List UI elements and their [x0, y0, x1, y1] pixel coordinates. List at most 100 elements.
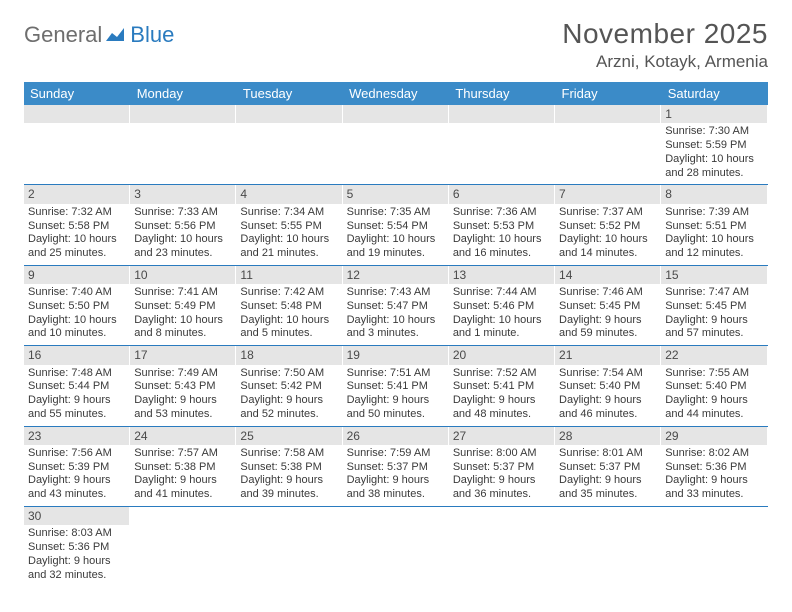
day-details: Sunrise: 7:36 AMSunset: 5:53 PMDaylight:… — [449, 204, 554, 265]
calendar-row: 9Sunrise: 7:40 AMSunset: 5:50 PMDaylight… — [24, 265, 768, 345]
day-details: Sunrise: 7:34 AMSunset: 5:55 PMDaylight:… — [236, 204, 341, 265]
day-number: 16 — [24, 346, 129, 364]
calendar-cell — [130, 105, 236, 185]
calendar-cell — [236, 105, 342, 185]
day-number: 3 — [130, 185, 235, 203]
day-number: 19 — [343, 346, 448, 364]
calendar-row: 16Sunrise: 7:48 AMSunset: 5:44 PMDayligh… — [24, 346, 768, 426]
calendar-cell: 18Sunrise: 7:50 AMSunset: 5:42 PMDayligh… — [236, 346, 342, 426]
calendar-cell — [449, 506, 555, 586]
day-number: 23 — [24, 427, 129, 445]
calendar-cell: 14Sunrise: 7:46 AMSunset: 5:45 PMDayligh… — [555, 265, 661, 345]
calendar-row: 1Sunrise: 7:30 AMSunset: 5:59 PMDaylight… — [24, 105, 768, 185]
calendar-cell — [555, 105, 661, 185]
calendar-cell: 25Sunrise: 7:58 AMSunset: 5:38 PMDayligh… — [236, 426, 342, 506]
calendar-row: 2Sunrise: 7:32 AMSunset: 5:58 PMDaylight… — [24, 185, 768, 265]
day-number: 17 — [130, 346, 235, 364]
calendar-cell — [449, 105, 555, 185]
day-number: 5 — [343, 185, 448, 203]
day-number: 8 — [661, 185, 766, 203]
calendar-cell: 1Sunrise: 7:30 AMSunset: 5:59 PMDaylight… — [661, 105, 767, 185]
day-details: Sunrise: 8:02 AMSunset: 5:36 PMDaylight:… — [661, 445, 766, 506]
day-details: Sunrise: 7:56 AMSunset: 5:39 PMDaylight:… — [24, 445, 129, 506]
day-details: Sunrise: 7:47 AMSunset: 5:45 PMDaylight:… — [661, 284, 766, 345]
calendar-cell: 26Sunrise: 7:59 AMSunset: 5:37 PMDayligh… — [343, 426, 449, 506]
day-header: Wednesday — [343, 82, 449, 105]
day-header: Saturday — [661, 82, 767, 105]
calendar-cell: 4Sunrise: 7:34 AMSunset: 5:55 PMDaylight… — [236, 185, 342, 265]
day-header: Friday — [555, 82, 661, 105]
calendar-cell: 3Sunrise: 7:33 AMSunset: 5:56 PMDaylight… — [130, 185, 236, 265]
month-title: November 2025 — [562, 18, 768, 50]
calendar-cell: 9Sunrise: 7:40 AMSunset: 5:50 PMDaylight… — [24, 265, 130, 345]
day-details: Sunrise: 7:48 AMSunset: 5:44 PMDaylight:… — [24, 365, 129, 426]
day-details: Sunrise: 7:39 AMSunset: 5:51 PMDaylight:… — [661, 204, 766, 265]
calendar-cell — [24, 105, 130, 185]
day-details: Sunrise: 7:42 AMSunset: 5:48 PMDaylight:… — [236, 284, 341, 345]
day-header: Thursday — [449, 82, 555, 105]
day-details: Sunrise: 7:57 AMSunset: 5:38 PMDaylight:… — [130, 445, 235, 506]
calendar-cell: 29Sunrise: 8:02 AMSunset: 5:36 PMDayligh… — [661, 426, 767, 506]
calendar-cell: 2Sunrise: 7:32 AMSunset: 5:58 PMDaylight… — [24, 185, 130, 265]
calendar-cell: 10Sunrise: 7:41 AMSunset: 5:49 PMDayligh… — [130, 265, 236, 345]
day-details: Sunrise: 7:37 AMSunset: 5:52 PMDaylight:… — [555, 204, 660, 265]
day-number: 2 — [24, 185, 129, 203]
day-number: 24 — [130, 427, 235, 445]
logo-word-1: General — [24, 22, 102, 48]
day-details: Sunrise: 8:03 AMSunset: 5:36 PMDaylight:… — [24, 525, 129, 586]
day-details: Sunrise: 7:44 AMSunset: 5:46 PMDaylight:… — [449, 284, 554, 345]
calendar-cell — [343, 105, 449, 185]
calendar-cell: 13Sunrise: 7:44 AMSunset: 5:46 PMDayligh… — [449, 265, 555, 345]
calendar-cell: 19Sunrise: 7:51 AMSunset: 5:41 PMDayligh… — [343, 346, 449, 426]
day-number: 22 — [661, 346, 766, 364]
calendar-cell: 28Sunrise: 8:01 AMSunset: 5:37 PMDayligh… — [555, 426, 661, 506]
day-number: 1 — [661, 105, 766, 123]
day-details: Sunrise: 7:59 AMSunset: 5:37 PMDaylight:… — [343, 445, 448, 506]
day-header: Monday — [130, 82, 236, 105]
day-number-empty — [236, 105, 341, 123]
day-number: 10 — [130, 266, 235, 284]
calendar-cell: 17Sunrise: 7:49 AMSunset: 5:43 PMDayligh… — [130, 346, 236, 426]
day-number-empty — [555, 105, 660, 123]
day-header: Tuesday — [236, 82, 342, 105]
flag-icon — [106, 27, 128, 43]
day-number: 26 — [343, 427, 448, 445]
calendar-cell — [343, 506, 449, 586]
logo: General Blue — [24, 18, 174, 48]
day-details: Sunrise: 7:33 AMSunset: 5:56 PMDaylight:… — [130, 204, 235, 265]
day-number: 30 — [24, 507, 129, 525]
calendar-cell: 16Sunrise: 7:48 AMSunset: 5:44 PMDayligh… — [24, 346, 130, 426]
calendar-cell — [555, 506, 661, 586]
day-details: Sunrise: 8:00 AMSunset: 5:37 PMDaylight:… — [449, 445, 554, 506]
day-number: 29 — [661, 427, 766, 445]
day-number-empty — [343, 105, 448, 123]
calendar-cell: 20Sunrise: 7:52 AMSunset: 5:41 PMDayligh… — [449, 346, 555, 426]
day-number: 25 — [236, 427, 341, 445]
calendar-row: 30Sunrise: 8:03 AMSunset: 5:36 PMDayligh… — [24, 506, 768, 586]
day-number: 20 — [449, 346, 554, 364]
day-details: Sunrise: 7:50 AMSunset: 5:42 PMDaylight:… — [236, 365, 341, 426]
calendar-cell: 22Sunrise: 7:55 AMSunset: 5:40 PMDayligh… — [661, 346, 767, 426]
logo-word-2: Blue — [130, 22, 174, 48]
calendar-cell: 12Sunrise: 7:43 AMSunset: 5:47 PMDayligh… — [343, 265, 449, 345]
calendar-cell: 11Sunrise: 7:42 AMSunset: 5:48 PMDayligh… — [236, 265, 342, 345]
calendar-cell: 24Sunrise: 7:57 AMSunset: 5:38 PMDayligh… — [130, 426, 236, 506]
day-number: 9 — [24, 266, 129, 284]
calendar-cell — [236, 506, 342, 586]
day-details: Sunrise: 7:55 AMSunset: 5:40 PMDaylight:… — [661, 365, 766, 426]
day-number: 4 — [236, 185, 341, 203]
header: General Blue November 2025 Arzni, Kotayk… — [24, 18, 768, 72]
day-details: Sunrise: 7:30 AMSunset: 5:59 PMDaylight:… — [661, 123, 766, 184]
day-number: 27 — [449, 427, 554, 445]
day-details: Sunrise: 7:41 AMSunset: 5:49 PMDaylight:… — [130, 284, 235, 345]
day-details: Sunrise: 7:49 AMSunset: 5:43 PMDaylight:… — [130, 365, 235, 426]
day-number: 11 — [236, 266, 341, 284]
calendar-table: SundayMondayTuesdayWednesdayThursdayFrid… — [24, 82, 768, 586]
day-details: Sunrise: 7:43 AMSunset: 5:47 PMDaylight:… — [343, 284, 448, 345]
day-number: 12 — [343, 266, 448, 284]
day-number: 13 — [449, 266, 554, 284]
calendar-cell: 15Sunrise: 7:47 AMSunset: 5:45 PMDayligh… — [661, 265, 767, 345]
calendar-cell: 21Sunrise: 7:54 AMSunset: 5:40 PMDayligh… — [555, 346, 661, 426]
day-details: Sunrise: 7:40 AMSunset: 5:50 PMDaylight:… — [24, 284, 129, 345]
calendar-cell: 23Sunrise: 7:56 AMSunset: 5:39 PMDayligh… — [24, 426, 130, 506]
